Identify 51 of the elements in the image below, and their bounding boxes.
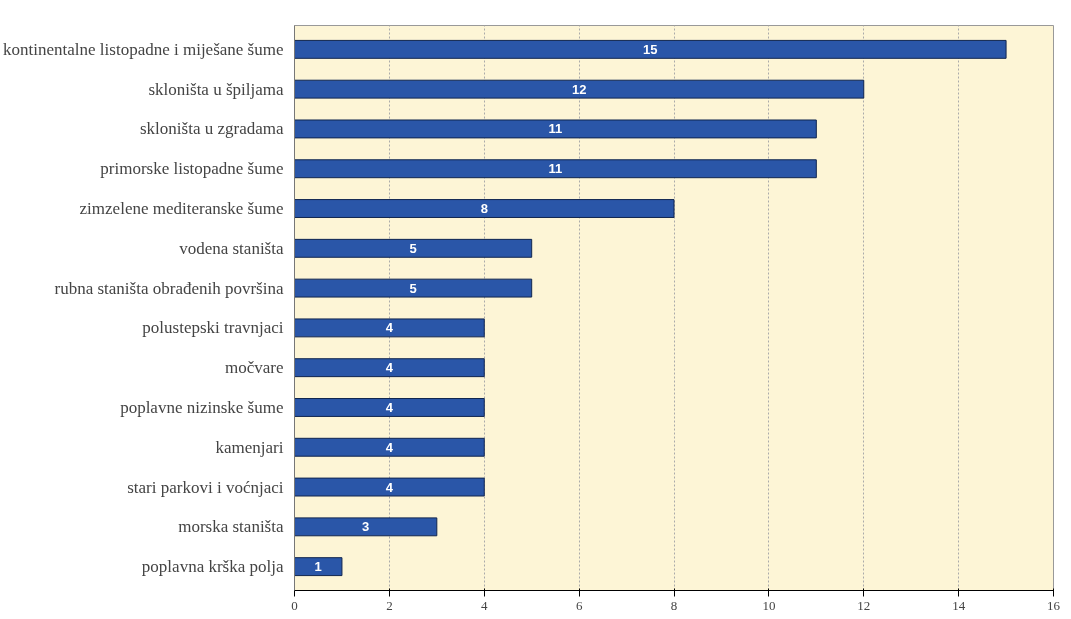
y-tick-label: vodena staništa: [179, 238, 284, 258]
bar: [294, 278, 533, 298]
data-label: 4: [385, 479, 394, 495]
bar: [294, 477, 485, 497]
bar: [294, 159, 817, 179]
x-tick-label: 0: [291, 597, 298, 613]
data-label: 4: [385, 399, 394, 415]
x-tick-label: 4: [481, 597, 488, 613]
data-label: 4: [385, 360, 394, 376]
data-label: 5: [409, 280, 417, 296]
x-tick-label: 8: [670, 597, 678, 613]
bar: [294, 318, 485, 338]
x-tick-label: 6: [575, 597, 583, 613]
data-label: 1: [314, 559, 322, 575]
bar: [294, 358, 485, 378]
y-tick-label: močvare: [224, 358, 284, 378]
x-tick-label: 14: [952, 597, 966, 613]
bar: [294, 517, 438, 537]
data-label: 12: [571, 81, 587, 97]
y-tick-label: kamenjari: [215, 437, 284, 457]
bar: [294, 398, 485, 417]
data-label: 4: [385, 320, 394, 336]
data-label: 4: [385, 439, 394, 455]
bar: [294, 557, 343, 577]
x-tick-label: 10: [762, 597, 776, 613]
y-tick-label: zimzelene mediteranske šume: [79, 199, 284, 219]
y-tick-label: morska staništa: [178, 517, 284, 537]
y-tick-label: polustepski travnjaci: [142, 318, 284, 338]
bar: [294, 119, 817, 139]
y-tick-label: primorske listopadne šume: [100, 159, 284, 179]
bar: [294, 79, 865, 99]
data-label: 11: [548, 161, 563, 177]
y-tick-label: poplavna krška polja: [141, 557, 284, 577]
data-label: 5: [409, 240, 417, 256]
y-tick-label: skloništa u špiljama: [148, 79, 284, 99]
x-tick-label: 16: [1047, 597, 1061, 613]
data-label: 8: [480, 201, 488, 217]
data-label: 3: [362, 519, 370, 535]
bar: [294, 437, 485, 457]
y-tick-label: poplavne nizinske šume: [120, 397, 284, 417]
bar: [294, 238, 533, 258]
y-tick-label: stari parkovi i voćnjaci: [127, 477, 284, 497]
y-tick-label: kontinentalne listopadne i miješane šume: [3, 39, 284, 59]
bar: [294, 199, 675, 218]
x-tick-label: 12: [857, 597, 871, 613]
bar: [294, 39, 1007, 59]
x-tick-label: 2: [386, 597, 393, 613]
data-label: 15: [643, 41, 658, 57]
data-label: 11: [548, 121, 563, 137]
y-tick-label: skloništa u zgradama: [139, 119, 284, 139]
y-tick-label: rubna staništa obrađenih površina: [54, 278, 284, 298]
